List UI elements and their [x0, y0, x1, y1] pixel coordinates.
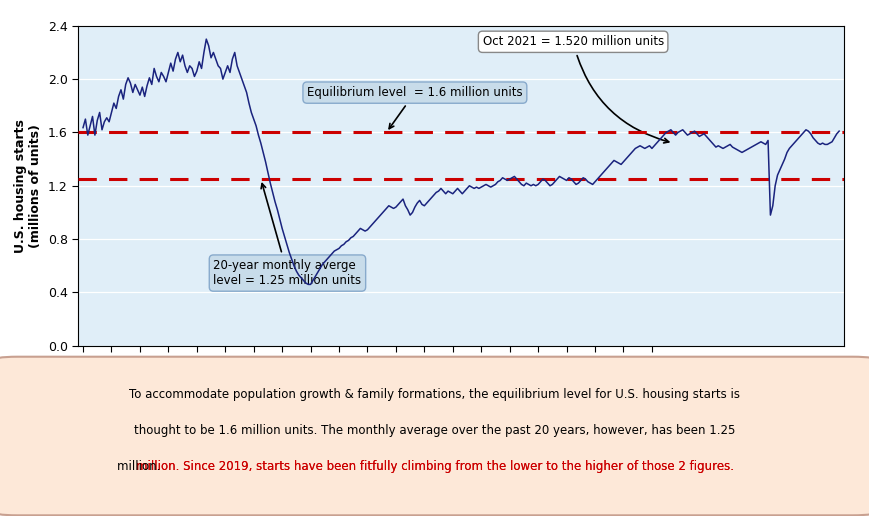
Y-axis label: U.S. housing starts
(millions of units): U.S. housing starts (millions of units) [14, 119, 43, 253]
Text: 20-year monthly averge
level = 1.25 million units: 20-year monthly averge level = 1.25 mill… [213, 184, 362, 287]
Text: million.: million. [116, 460, 163, 473]
Text: To accommodate population growth & family formations, the equilibrium level for : To accommodate population growth & famil… [129, 388, 740, 401]
Text: million. Since 2019, starts have been fitfully climbing from the lower to the hi: million. Since 2019, starts have been fi… [136, 460, 733, 473]
Text: Equilibrium level  = 1.6 million units: Equilibrium level = 1.6 million units [307, 86, 522, 128]
X-axis label: Year and month: Year and month [399, 385, 522, 399]
FancyBboxPatch shape [0, 357, 869, 515]
Text: thought to be 1.6 million units. The monthly average over the past 20 years, how: thought to be 1.6 million units. The mon… [134, 424, 735, 437]
Text: million. Since 2019, starts have been fitfully climbing from the lower to the hi: million. Since 2019, starts have been fi… [136, 460, 733, 473]
Text: Oct 2021 = 1.520 million units: Oct 2021 = 1.520 million units [482, 35, 668, 143]
